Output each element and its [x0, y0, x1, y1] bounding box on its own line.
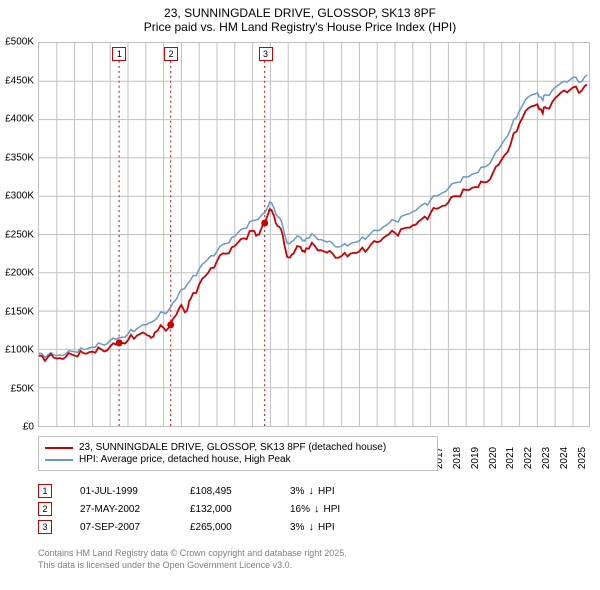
chart-legend: 23, SUNNINGDALE DRIVE, GLOSSOP, SK13 8PF…: [38, 436, 438, 471]
y-axis-label: £500K: [5, 37, 34, 48]
y-axis-label: £150K: [5, 306, 34, 317]
x-axis-label: 2019: [470, 447, 481, 469]
sales-row-price: £132,000: [190, 504, 290, 515]
x-axis-label: 2023: [541, 447, 552, 469]
x-axis-label: 2024: [559, 447, 570, 469]
title-address: 23, SUNNINGDALE DRIVE, GLOSSOP, SK13 8PF: [0, 6, 600, 20]
sale-marker-2: 2: [164, 47, 178, 61]
series-price_paid: [39, 85, 587, 361]
sale-point: [261, 220, 268, 227]
sales-row-date: 01-JUL-1999: [80, 486, 190, 497]
title-subtitle: Price paid vs. HM Land Registry's House …: [0, 20, 600, 34]
x-axis-label: 2018: [452, 447, 463, 469]
sale-marker-1: 1: [112, 47, 126, 61]
arrow-down-icon: ↓: [308, 485, 314, 497]
sales-row: 1 01-JUL-1999£108,4953%↓HPI: [38, 482, 340, 500]
sales-row-diff: 3%↓HPI: [290, 521, 335, 533]
legend-swatch: [45, 459, 73, 461]
sales-row: 2 27-MAY-2002£132,00016%↓HPI: [38, 500, 340, 518]
sales-row-date: 07-SEP-2007: [80, 522, 190, 533]
sale-point: [167, 321, 174, 328]
series-hpi: [39, 75, 587, 357]
x-axis-label: 2021: [505, 447, 516, 469]
legend-label: 23, SUNNINGDALE DRIVE, GLOSSOP, SK13 8PF…: [79, 442, 386, 453]
legend-item: HPI: Average price, detached house, High…: [45, 454, 431, 465]
sales-row-marker: 3: [38, 520, 52, 534]
y-axis-label: £300K: [5, 191, 34, 202]
sale-point: [116, 339, 123, 346]
x-axis-label: 2022: [523, 447, 534, 469]
sales-row-marker: 2: [38, 502, 52, 516]
y-axis-label: £250K: [5, 229, 34, 240]
legend-label: HPI: Average price, detached house, High…: [79, 454, 291, 465]
x-axis-label: 2020: [488, 447, 499, 469]
sales-row-diff: 16%↓HPI: [290, 503, 340, 515]
sales-table: 101-JUL-1999£108,4953%↓HPI227-MAY-2002£1…: [38, 482, 340, 536]
y-axis-label: £50K: [11, 383, 34, 394]
y-axis-label: £450K: [5, 75, 34, 86]
chart-svg: [39, 43, 589, 426]
sale-marker-3: 3: [259, 47, 273, 61]
arrow-down-icon: ↓: [308, 521, 314, 533]
y-axis-label: £0: [23, 422, 34, 433]
sales-row-diff: 3%↓HPI: [290, 485, 335, 497]
sales-row-price: £108,495: [190, 486, 290, 497]
arrow-down-icon: ↓: [314, 503, 320, 515]
y-axis-label: £200K: [5, 268, 34, 279]
x-axis-label: 2025: [577, 447, 588, 469]
sales-row-marker: 1: [38, 484, 52, 498]
sales-row-date: 27-MAY-2002: [80, 504, 190, 515]
chart-plot-area: 1 2 3: [38, 42, 590, 427]
chart-title: 23, SUNNINGDALE DRIVE, GLOSSOP, SK13 8PF…: [0, 0, 600, 36]
sales-row: 3 07-SEP-2007£265,0003%↓HPI: [38, 518, 340, 536]
y-axis-label: £400K: [5, 114, 34, 125]
sales-row-price: £265,000: [190, 522, 290, 533]
legend-item: 23, SUNNINGDALE DRIVE, GLOSSOP, SK13 8PF…: [45, 442, 431, 453]
legend-swatch: [45, 447, 73, 449]
y-axis-label: £350K: [5, 152, 34, 163]
footer-line1: Contains HM Land Registry data © Crown c…: [38, 548, 347, 560]
footer-line2: This data is licensed under the Open Gov…: [38, 560, 347, 572]
y-axis-label: £100K: [5, 345, 34, 356]
attribution-footer: Contains HM Land Registry data © Crown c…: [38, 548, 347, 571]
